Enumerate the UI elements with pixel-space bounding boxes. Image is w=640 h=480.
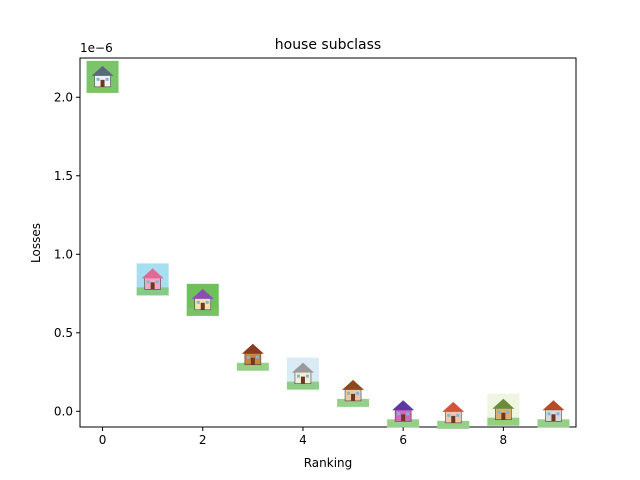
brick-roof-icon (537, 395, 570, 428)
y-axis-label: Losses (29, 223, 43, 263)
x-tick-label: 2 (199, 433, 207, 447)
purple-roof-house-icon (186, 283, 219, 316)
white-house-icon (86, 60, 119, 93)
data-points (86, 60, 570, 429)
colorful-houses-icon (387, 395, 420, 428)
y-tick-label: 0.0 (54, 404, 73, 418)
x-tick-label: 8 (500, 433, 508, 447)
pink-castle-icon (136, 263, 169, 296)
small-hut-icon (337, 374, 370, 407)
y-tick-label: 2.0 (54, 90, 73, 104)
x-axis-label: Ranking (304, 456, 353, 470)
cottage-with-trees-icon (286, 357, 319, 390)
y-axis: 0.0 0.5 1.0 1.5 2.0 (54, 90, 80, 418)
x-axis: 0 2 4 6 8 (99, 427, 507, 447)
y-tick-label: 1.5 (54, 169, 73, 183)
chart-title: house subclass (275, 37, 381, 53)
village-icon (487, 393, 520, 426)
x-tick-label: 6 (399, 433, 407, 447)
pink-cottage-icon (437, 396, 470, 429)
y-offset-label: 1e−6 (80, 41, 113, 55)
plot-frame (79, 57, 577, 428)
x-tick-label: 4 (299, 433, 307, 447)
y-tick-label: 1.0 (54, 247, 73, 261)
x-tick-label: 0 (99, 433, 107, 447)
y-tick-label: 0.5 (54, 326, 73, 340)
row-houses-icon (236, 338, 269, 371)
